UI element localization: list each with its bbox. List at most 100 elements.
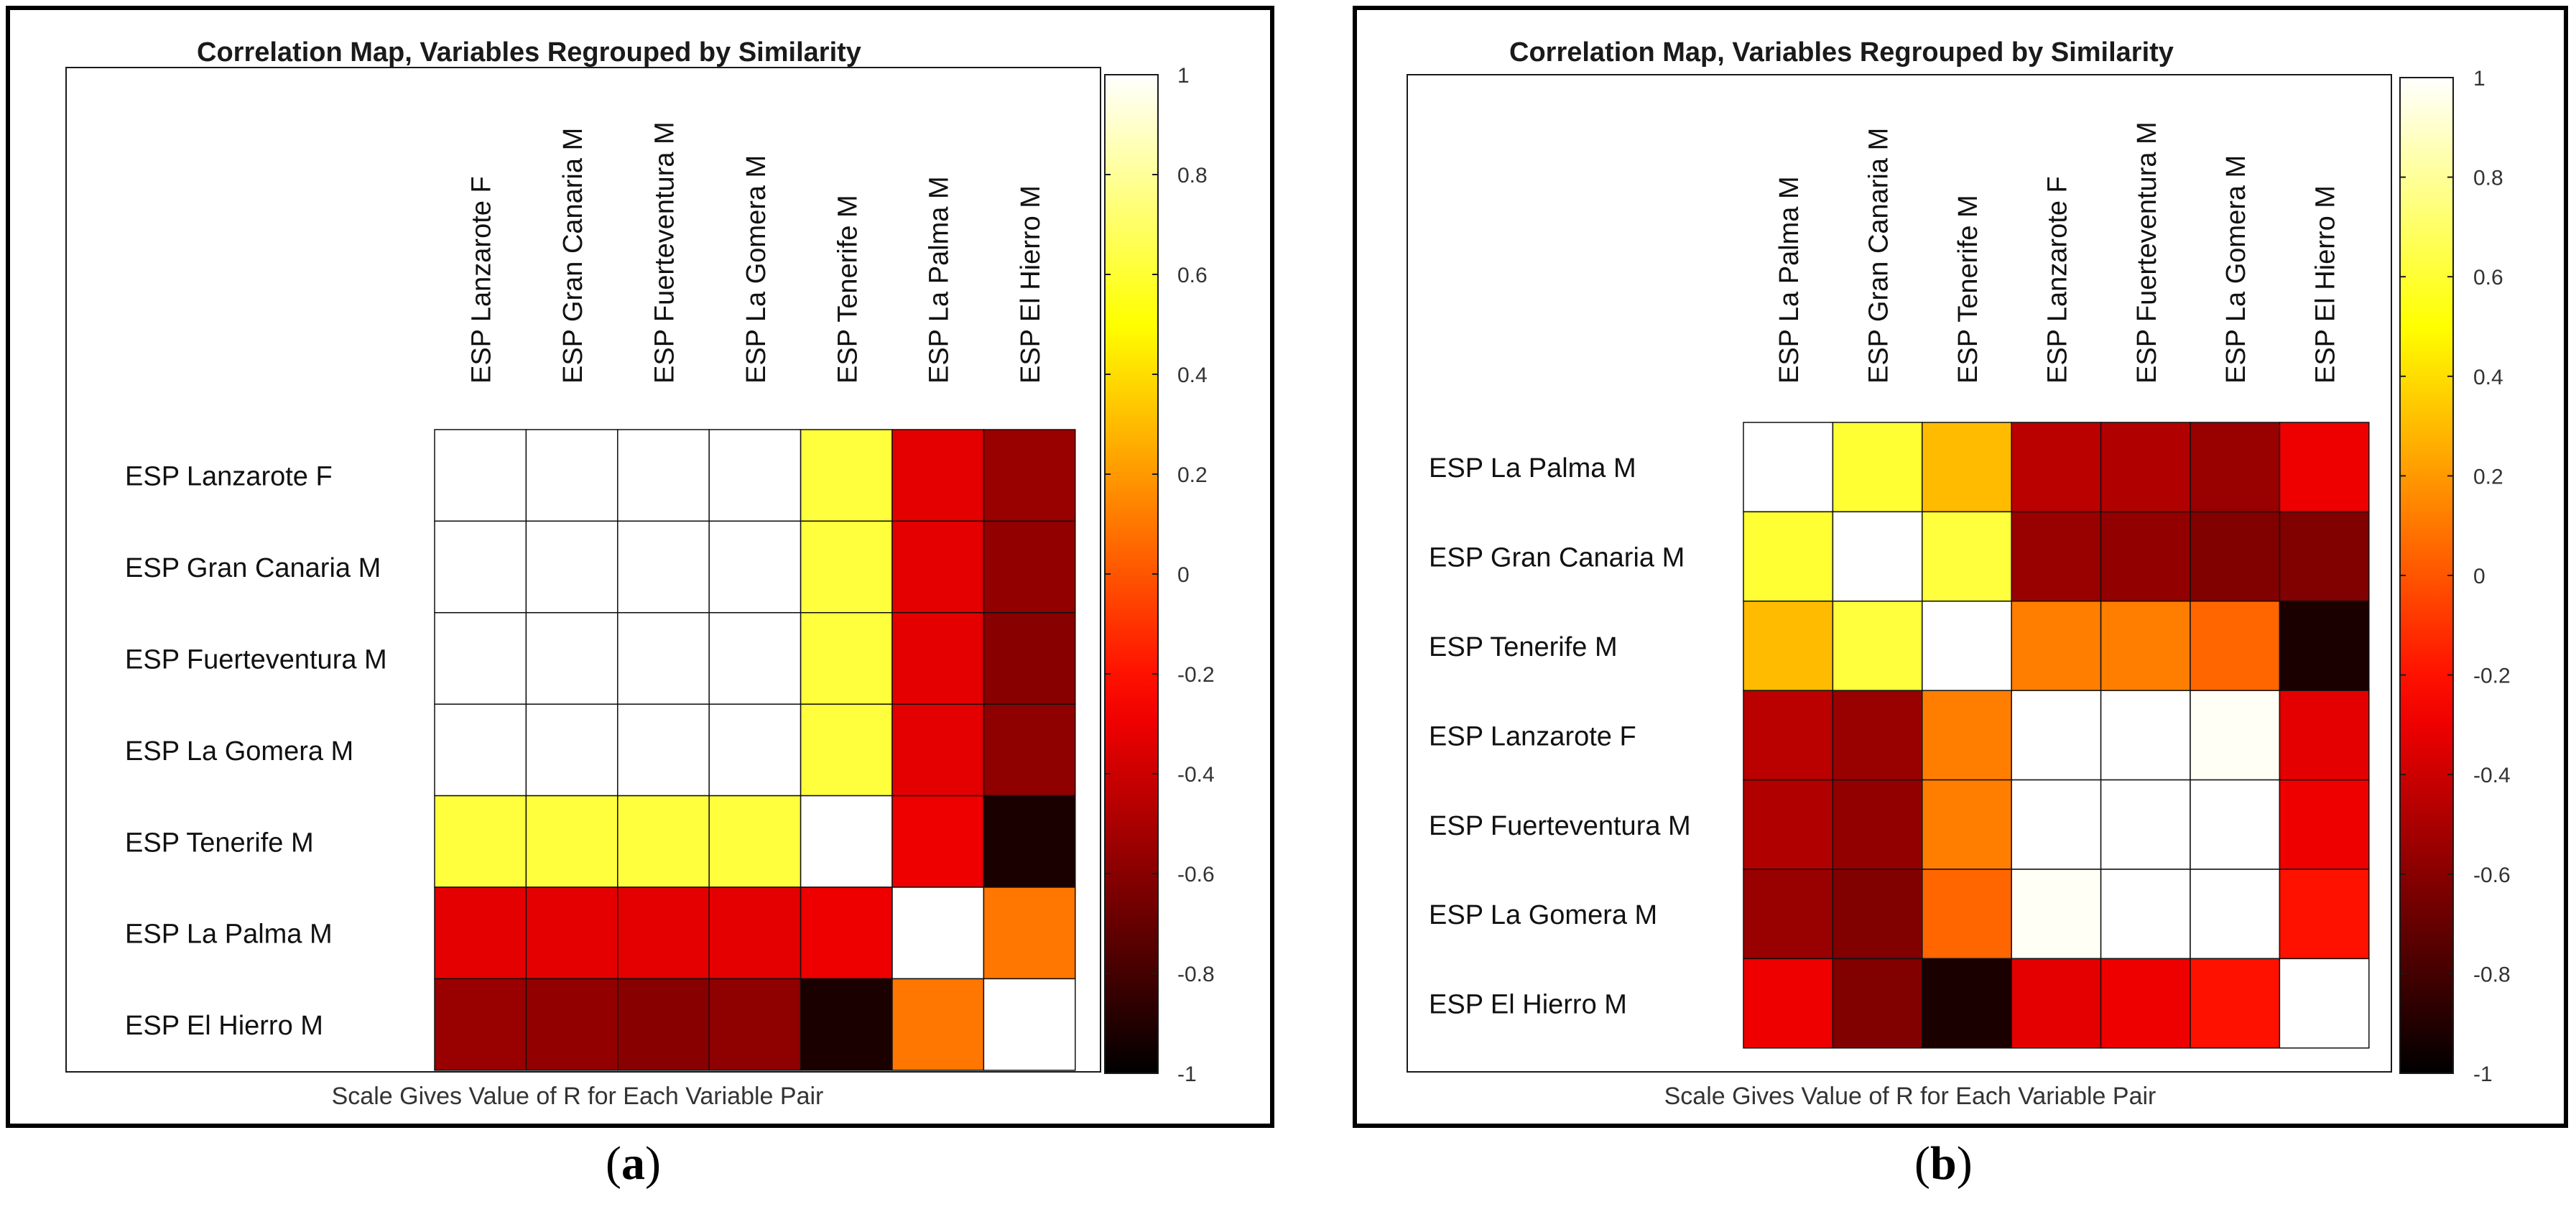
heatmap-cell — [983, 429, 1076, 522]
heatmap-cell — [617, 795, 710, 888]
colorbar-tick-label: 0.6 — [1177, 264, 1208, 287]
column-label: ESP La Palma M — [925, 176, 955, 384]
heatmap-cell — [1832, 869, 1923, 960]
heatmap-cell — [617, 978, 710, 1071]
heatmap-cell — [2190, 690, 2281, 781]
row-label: ESP Tenerife M — [1429, 632, 1618, 662]
row-label: ESP El Hierro M — [1429, 990, 1627, 1020]
heatmap-b: ESP La Palma M ESP Gran Canaria M ESP Tene… — [1407, 67, 2511, 1110]
heatmap-cell — [2011, 422, 2102, 513]
heatmap-cell — [1832, 958, 1923, 1049]
panel-letter-a: a — [621, 1137, 645, 1190]
heatmap-cell — [2011, 958, 2102, 1049]
heatmap-cell — [1922, 690, 2012, 781]
heatmap-cell — [617, 703, 710, 797]
heatmap-cell — [1922, 601, 2012, 691]
heatmap-cell — [1743, 779, 1834, 870]
heatmap-cell — [525, 520, 618, 614]
heatmap-cell — [1922, 869, 2012, 960]
column-label: ESP Lanzarote F — [2042, 176, 2072, 384]
heatmap-cell — [891, 978, 985, 1071]
heatmap-cell — [2190, 511, 2281, 602]
colorbar-tick-label: -0.6 — [1177, 863, 1215, 887]
column-label: ESP Lanzarote F — [467, 176, 497, 384]
colorbar-tick-label: 0.8 — [1177, 164, 1208, 188]
colorbar-tick-label: -0.4 — [2473, 764, 2511, 787]
heatmap-cell — [2100, 690, 2191, 781]
heatmap-cell — [708, 703, 802, 797]
colorbar-tick-label: 0.8 — [2473, 167, 2503, 190]
heatmap-cell — [525, 978, 618, 1071]
heatmap-cell — [983, 795, 1076, 888]
colorbar-tick-label: -0.6 — [2473, 864, 2511, 887]
chart-title-a: Correlation Map, Variables Regrouped by … — [197, 37, 861, 68]
column-label: ESP La Palma M — [1774, 176, 1804, 384]
heatmap-cell — [983, 520, 1076, 614]
row-label: ESP El Hierro M — [125, 1011, 323, 1041]
heatmap-cell — [1743, 690, 1834, 781]
heatmap-cell — [2011, 779, 2102, 870]
heatmap-cell — [983, 887, 1076, 980]
heatmap-cell — [708, 429, 802, 522]
heatmap-cell — [434, 795, 527, 888]
heatmap-cell — [708, 978, 802, 1071]
colorbar-tick-label: 0.2 — [1177, 463, 1208, 487]
heatmap-cell — [2279, 779, 2370, 870]
colorbar-tick-label: -0.2 — [1177, 663, 1215, 687]
heatmap-cell — [1922, 511, 2012, 602]
heatmap-cell — [983, 612, 1076, 705]
colorbar-tick-label: -1 — [2473, 1063, 2493, 1086]
heatmap-cell — [800, 612, 893, 705]
heatmap-cell — [1922, 422, 2012, 513]
heatmap-cell — [2190, 422, 2281, 513]
colorbar-tick-label: 0.6 — [2473, 266, 2503, 290]
heatmap-cell — [891, 887, 985, 980]
colorbar-tick-label: 0.4 — [2473, 366, 2503, 389]
heatmap-cell — [983, 703, 1076, 797]
colorbar-tick-label: -1 — [1177, 1063, 1197, 1086]
heatmap-cell — [1743, 958, 1834, 1049]
heatmap-cell — [2279, 869, 2370, 960]
colorbar-tick-label: 1 — [1177, 64, 1190, 88]
heatmap-cell — [2100, 511, 2191, 602]
heatmap-cell — [2190, 601, 2281, 691]
heatmap-cell — [2011, 511, 2102, 602]
colorbar-tick-label: 0.4 — [1177, 364, 1208, 387]
column-label: ESP El Hierro M — [1016, 185, 1046, 384]
panel-letter-b: b — [1929, 1137, 1957, 1190]
colorbar-tick-label: 0 — [1177, 563, 1190, 587]
row-label: ESP Lanzarote F — [1429, 721, 1636, 751]
heatmap-cell — [434, 978, 527, 1071]
heatmap-cell — [2279, 511, 2370, 602]
heatmap-a: ESP Lanzarote F ESP Gran Canaria M ESP Fue… — [65, 64, 1215, 1110]
colorbar-tick-label: -0.8 — [2473, 963, 2511, 986]
heatmap-cell — [2279, 958, 2370, 1049]
colorbar — [2399, 77, 2454, 1074]
heatmap-cell — [1832, 601, 1923, 691]
row-label: ESP Fuerteventura M — [1429, 811, 1691, 841]
row-label: ESP La Gomera M — [1429, 900, 1657, 930]
heatmap-cell — [1743, 422, 1834, 513]
heatmap-cell — [525, 612, 618, 705]
column-label: ESP La Gomera M — [741, 155, 772, 384]
heatmap-cell — [1743, 511, 1834, 602]
panel-a: Correlation Map, Variables Regrouped by … — [6, 6, 1274, 1128]
heatmap-cell — [1832, 511, 1923, 602]
heatmap-cell — [708, 887, 802, 980]
heatmap-cell — [434, 703, 527, 797]
chart-title-b: Correlation Map, Variables Regrouped by … — [1509, 37, 2174, 68]
heatmap-cell — [434, 429, 527, 522]
heatmap-cell — [800, 978, 893, 1071]
panel-label-b: (b) — [1914, 1137, 1973, 1190]
heatmap-cell — [1832, 422, 1923, 513]
heatmap-cell — [2100, 601, 2191, 691]
heatmap-cell — [2279, 601, 2370, 691]
heatmap-cell — [525, 795, 618, 888]
colorbar-tick-label: -0.8 — [1177, 963, 1215, 986]
heatmap-cell — [983, 978, 1076, 1071]
heatmap-cell — [1832, 690, 1923, 781]
x-axis-label: Scale Gives Value of R for Each Variable… — [1664, 1083, 2156, 1110]
column-label: ESP Tenerife M — [1953, 195, 1983, 384]
x-axis-label: Scale Gives Value of R for Each Variable… — [332, 1083, 824, 1110]
heatmap-cell — [891, 795, 985, 888]
